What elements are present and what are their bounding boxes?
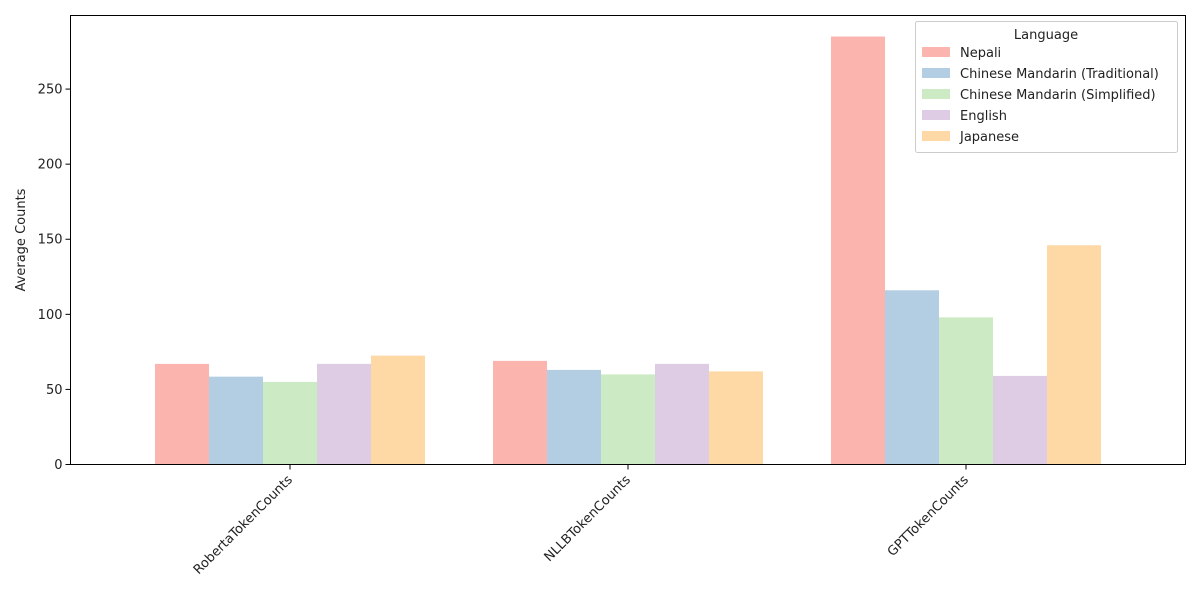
x-tick-label: NLLBTokenCounts — [542, 473, 634, 565]
bar-nepali-robertatokencounts — [155, 363, 209, 465]
legend: Language Nepali Chinese Mandarin (Traditi… — [915, 21, 1178, 153]
legend-swatch — [922, 89, 950, 99]
y-tick-label: 0 — [54, 458, 62, 473]
bar-chinese-mandarin-traditional-robertatokencounts — [209, 376, 263, 465]
bar-chinese-mandarin-traditional-nllbtokencounts — [547, 369, 601, 465]
x-axis: RobertaTokenCounts NLLBTokenCounts GPTToke… — [191, 464, 972, 578]
bar-english-nllbtokencounts — [655, 363, 709, 465]
x-tick-label: GPTTokenCounts — [885, 473, 972, 560]
legend-label: English — [960, 109, 1007, 124]
bars — [155, 36, 1101, 465]
bar-english-gpttokencounts — [993, 375, 1047, 465]
x-tick-label: RobertaTokenCounts — [191, 473, 296, 578]
bar-english-robertatokencounts — [317, 363, 371, 465]
bar-nepali-gpttokencounts — [831, 36, 885, 465]
y-tick-label: 100 — [38, 308, 63, 323]
y-tick-label: 250 — [38, 83, 63, 98]
bar-japanese-robertatokencounts — [371, 355, 425, 465]
legend-label: Chinese Mandarin (Simplified) — [960, 88, 1156, 103]
y-tick-label: 50 — [46, 383, 63, 398]
bar-nepali-nllbtokencounts — [493, 360, 547, 465]
legend-swatch — [922, 131, 950, 141]
y-tick-label: 200 — [38, 158, 63, 173]
y-axis: 0 50 100 150 200 250 — [38, 83, 71, 473]
y-axis-label: Average Counts — [14, 188, 29, 291]
legend-title: Language — [1014, 28, 1078, 43]
legend-swatch — [922, 110, 950, 120]
legend-swatch — [922, 47, 950, 57]
bar-japanese-nllbtokencounts — [709, 371, 763, 465]
bar-japanese-gpttokencounts — [1047, 245, 1101, 465]
legend-swatch — [922, 68, 950, 78]
y-tick-label: 150 — [38, 233, 63, 248]
legend-label: Nepali — [960, 46, 1001, 61]
bar-chinese-mandarin-simplified-robertatokencounts — [263, 381, 317, 465]
bar-chinese-mandarin-traditional-gpttokencounts — [885, 290, 939, 465]
legend-box — [915, 21, 1178, 153]
legend-items: Nepali Chinese Mandarin (Traditional) Chin… — [922, 46, 1159, 145]
bar-chinese-mandarin-simplified-gpttokencounts — [939, 317, 993, 465]
legend-label: Chinese Mandarin (Traditional) — [960, 67, 1159, 82]
legend-label: Japanese — [959, 130, 1019, 145]
bar-chinese-mandarin-simplified-nllbtokencounts — [601, 374, 655, 465]
